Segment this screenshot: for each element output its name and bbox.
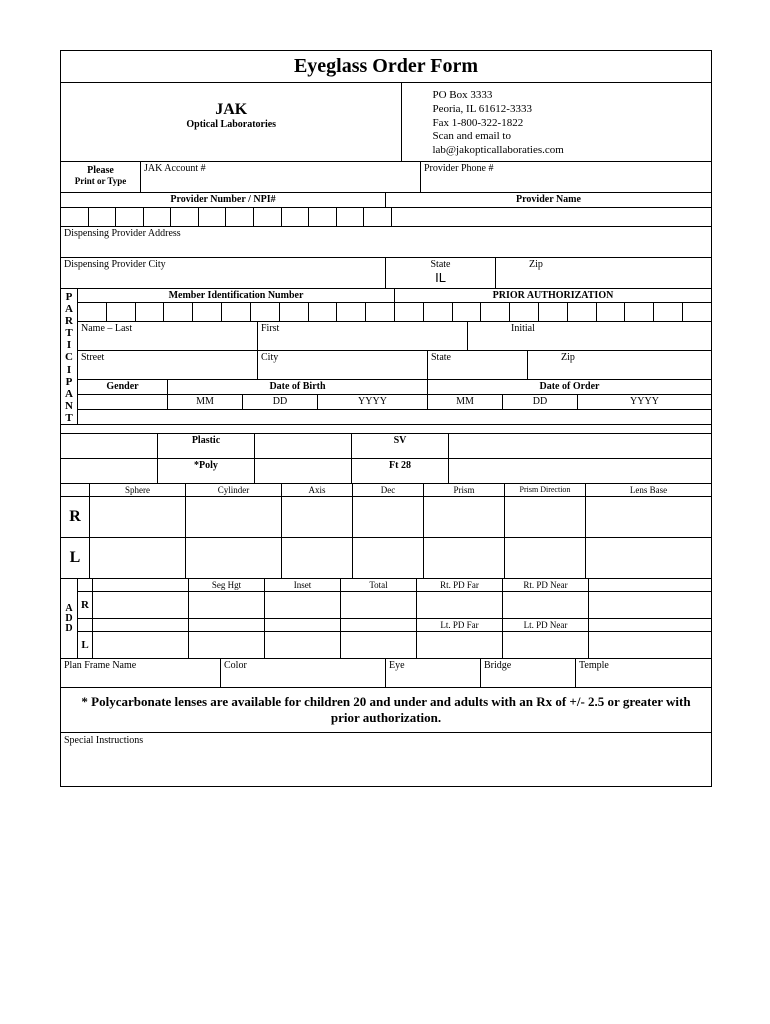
gender-field[interactable] [78, 395, 168, 409]
add-row-l[interactable]: L [78, 632, 711, 658]
state-value: IL [389, 270, 492, 285]
form-title: Eyeglass Order Form [61, 51, 711, 83]
axis-header: Axis [282, 484, 353, 496]
sphere-header: Sphere [90, 484, 186, 496]
provider-number-boxes[interactable] [61, 208, 711, 227]
bridge-field[interactable]: Bridge [481, 659, 576, 687]
city-field[interactable]: City [258, 351, 428, 379]
dispensing-city-field[interactable]: Dispensing Provider City [61, 258, 386, 288]
doo-header: Date of Order [428, 380, 711, 394]
plan-frame-field[interactable]: Plan Frame Name [61, 659, 221, 687]
dec-header: Dec [353, 484, 424, 496]
p-zip-field[interactable]: Zip [528, 351, 711, 379]
color-field[interactable]: Color [221, 659, 386, 687]
rt-pd-near-header: Rt. PD Near [503, 579, 589, 591]
jak-account-field[interactable]: JAK Account # [141, 162, 421, 192]
sv-label: SV [352, 434, 449, 458]
doo-yyyy[interactable]: YYYY [578, 395, 711, 409]
polycarbonate-note: * Polycarbonate lenses are available for… [61, 688, 711, 733]
company-name: JAK [61, 101, 401, 119]
print-type-label: Print or Type [64, 176, 137, 186]
contact-city: Peoria, IL 61612-3333 [432, 103, 711, 117]
doo-mm[interactable]: MM [428, 395, 503, 409]
p-state-field[interactable]: State [428, 351, 528, 379]
contact-scan: Scan and email to [432, 130, 711, 144]
prism-dir-header: Prism Direction [505, 484, 586, 496]
header-row: JAK Optical Laboratories PO Box 3333 Peo… [61, 83, 711, 162]
please-label: Please [64, 165, 137, 176]
provider-number-header: Provider Number / NPI# [61, 193, 386, 207]
dob-yyyy[interactable]: YYYY [318, 395, 428, 409]
member-id-boxes[interactable] [78, 303, 711, 322]
name-first-field[interactable]: First [258, 322, 468, 350]
cylinder-header: Cylinder [186, 484, 282, 496]
company-sub: Optical Laboratories [61, 119, 401, 130]
seg-hgt-header: Seg Hgt [189, 579, 265, 591]
contact-fax: Fax 1-800-322-1822 [432, 117, 711, 131]
add-label: ADD [61, 579, 78, 658]
order-form: Eyeglass Order Form JAK Optical Laborato… [60, 50, 712, 787]
rx-row-r[interactable]: R [61, 497, 711, 538]
eye-field[interactable]: Eye [386, 659, 481, 687]
lt-pd-far-header: Lt. PD Far [417, 619, 503, 631]
rt-pd-far-header: Rt. PD Far [417, 579, 503, 591]
add-row-r[interactable]: R [78, 592, 711, 619]
temple-field[interactable]: Temple [576, 659, 711, 687]
lens-base-header: Lens Base [586, 484, 711, 496]
contact-info: PO Box 3333 Peoria, IL 61612-3333 Fax 1-… [402, 83, 711, 161]
name-initial-field[interactable]: Initial [468, 322, 711, 350]
doo-dd[interactable]: DD [503, 395, 578, 409]
inset-header: Inset [265, 579, 341, 591]
street-field[interactable]: Street [78, 351, 258, 379]
dob-dd[interactable]: DD [243, 395, 318, 409]
ft28-label: Ft 28 [352, 459, 449, 483]
provider-name-header: Provider Name [386, 193, 711, 207]
name-last-field[interactable]: Name – Last [78, 322, 258, 350]
prior-auth-header: PRIOR AUTHORIZATION [395, 289, 711, 302]
provider-phone-field[interactable]: Provider Phone # [421, 162, 711, 192]
poly-label: *Poly [158, 459, 255, 483]
dispensing-address-field[interactable]: Dispensing Provider Address [61, 227, 711, 257]
member-id-header: Member Identification Number [78, 289, 395, 302]
participant-label: PARTICIPANT [61, 289, 78, 424]
gender-header: Gender [78, 380, 168, 394]
contact-email: lab@jakopticallaboraties.com [432, 144, 711, 158]
total-header: Total [341, 579, 417, 591]
dob-header: Date of Birth [168, 380, 428, 394]
prism-header: Prism [424, 484, 505, 496]
lt-pd-near-header: Lt. PD Near [503, 619, 589, 631]
zip-field[interactable]: Zip [496, 258, 711, 288]
contact-po: PO Box 3333 [432, 89, 711, 103]
plastic-label: Plastic [158, 434, 255, 458]
special-instructions-field[interactable]: Special Instructions [61, 733, 711, 786]
dob-mm[interactable]: MM [168, 395, 243, 409]
rx-row-l[interactable]: L [61, 538, 711, 579]
state-field[interactable]: State IL [386, 258, 496, 288]
